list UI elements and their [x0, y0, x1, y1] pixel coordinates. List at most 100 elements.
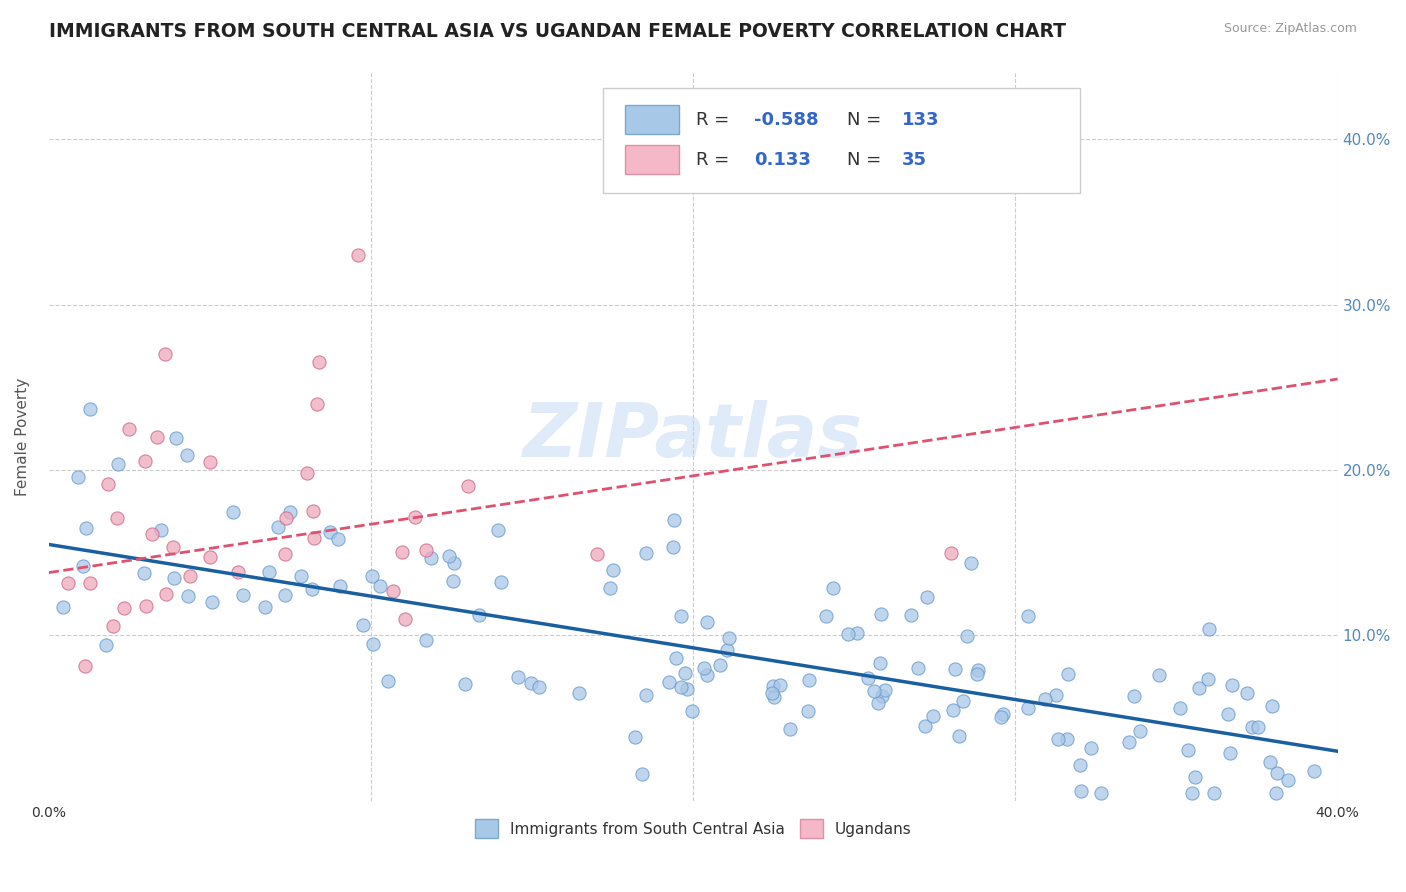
Point — [1123, 689, 1146, 703]
Point — [257, 565, 280, 579]
Point — [179, 568, 201, 582]
Point — [118, 422, 141, 436]
Point — [274, 547, 297, 561]
Point — [922, 708, 945, 723]
Point — [1184, 770, 1206, 784]
Point — [1045, 689, 1067, 703]
Point — [415, 633, 437, 648]
Point — [394, 612, 416, 626]
Point — [1188, 681, 1211, 695]
Point — [1247, 720, 1270, 734]
Point — [420, 551, 443, 566]
Point — [1128, 723, 1150, 738]
Point — [253, 599, 276, 614]
Point — [797, 704, 820, 718]
Point — [141, 526, 163, 541]
Point — [1017, 701, 1039, 715]
Point — [634, 546, 657, 560]
Point — [103, 619, 125, 633]
FancyBboxPatch shape — [624, 105, 679, 134]
Point — [779, 722, 801, 736]
Point — [863, 683, 886, 698]
Point — [914, 719, 936, 733]
Point — [1219, 746, 1241, 760]
Point — [132, 566, 155, 581]
Point — [1197, 672, 1219, 686]
Point — [308, 355, 330, 369]
Point — [150, 524, 173, 538]
Point — [1218, 707, 1240, 722]
Point — [681, 704, 703, 718]
Point — [439, 549, 461, 563]
Text: R =: R = — [696, 151, 730, 169]
Point — [301, 582, 323, 596]
Point — [370, 579, 392, 593]
Point — [1303, 764, 1326, 779]
Point — [966, 667, 988, 681]
Point — [696, 615, 718, 630]
Point — [762, 679, 785, 693]
Point — [845, 625, 868, 640]
Point — [75, 521, 97, 535]
Point — [155, 587, 177, 601]
Text: IMMIGRANTS FROM SOUTH CENTRAL ASIA VS UGANDAN FEMALE POVERTY CORRELATION CHART: IMMIGRANTS FROM SOUTH CENTRAL ASIA VS UG… — [49, 22, 1066, 41]
Point — [568, 686, 591, 700]
Point — [669, 680, 692, 694]
Point — [939, 546, 962, 560]
Point — [868, 696, 890, 710]
Point — [837, 627, 859, 641]
Point — [665, 650, 688, 665]
Point — [307, 397, 329, 411]
Point — [1017, 609, 1039, 624]
Point — [222, 506, 245, 520]
Point — [875, 682, 897, 697]
Point — [319, 525, 342, 540]
Point — [1057, 666, 1080, 681]
Point — [1118, 734, 1140, 748]
Point — [177, 589, 200, 603]
Point — [696, 667, 718, 681]
Point — [302, 531, 325, 545]
Point — [145, 430, 167, 444]
Point — [1177, 743, 1199, 757]
Point — [443, 556, 465, 570]
Point — [636, 688, 658, 702]
Point — [96, 638, 118, 652]
Text: -0.588: -0.588 — [754, 111, 818, 128]
Point — [52, 600, 75, 615]
Point — [198, 455, 221, 469]
Point — [302, 504, 325, 518]
Point — [295, 466, 318, 480]
Point — [112, 600, 135, 615]
Text: 35: 35 — [903, 151, 927, 169]
Point — [162, 540, 184, 554]
Point — [602, 563, 624, 577]
Point — [769, 677, 792, 691]
Point — [624, 730, 647, 744]
Point — [467, 608, 489, 623]
Point — [489, 574, 512, 589]
Text: ZIPatlas: ZIPatlas — [523, 401, 863, 474]
Point — [352, 618, 374, 632]
Point — [990, 710, 1012, 724]
Point — [176, 448, 198, 462]
Point — [1149, 668, 1171, 682]
Point — [75, 659, 97, 673]
Legend: Immigrants from South Central Asia, Ugandans: Immigrants from South Central Asia, Ugan… — [468, 814, 918, 844]
Point — [198, 550, 221, 565]
Point — [1198, 622, 1220, 636]
Point — [107, 457, 129, 471]
Point — [72, 558, 94, 573]
Point — [669, 609, 692, 624]
Point — [1241, 719, 1264, 733]
Point — [1047, 732, 1070, 747]
Point — [361, 569, 384, 583]
Point — [1080, 741, 1102, 756]
Point — [520, 676, 543, 690]
Point — [1202, 786, 1225, 800]
Point — [415, 543, 437, 558]
Point — [1168, 700, 1191, 714]
Point — [869, 656, 891, 670]
Point — [274, 588, 297, 602]
Y-axis label: Female Poverty: Female Poverty — [15, 378, 30, 496]
